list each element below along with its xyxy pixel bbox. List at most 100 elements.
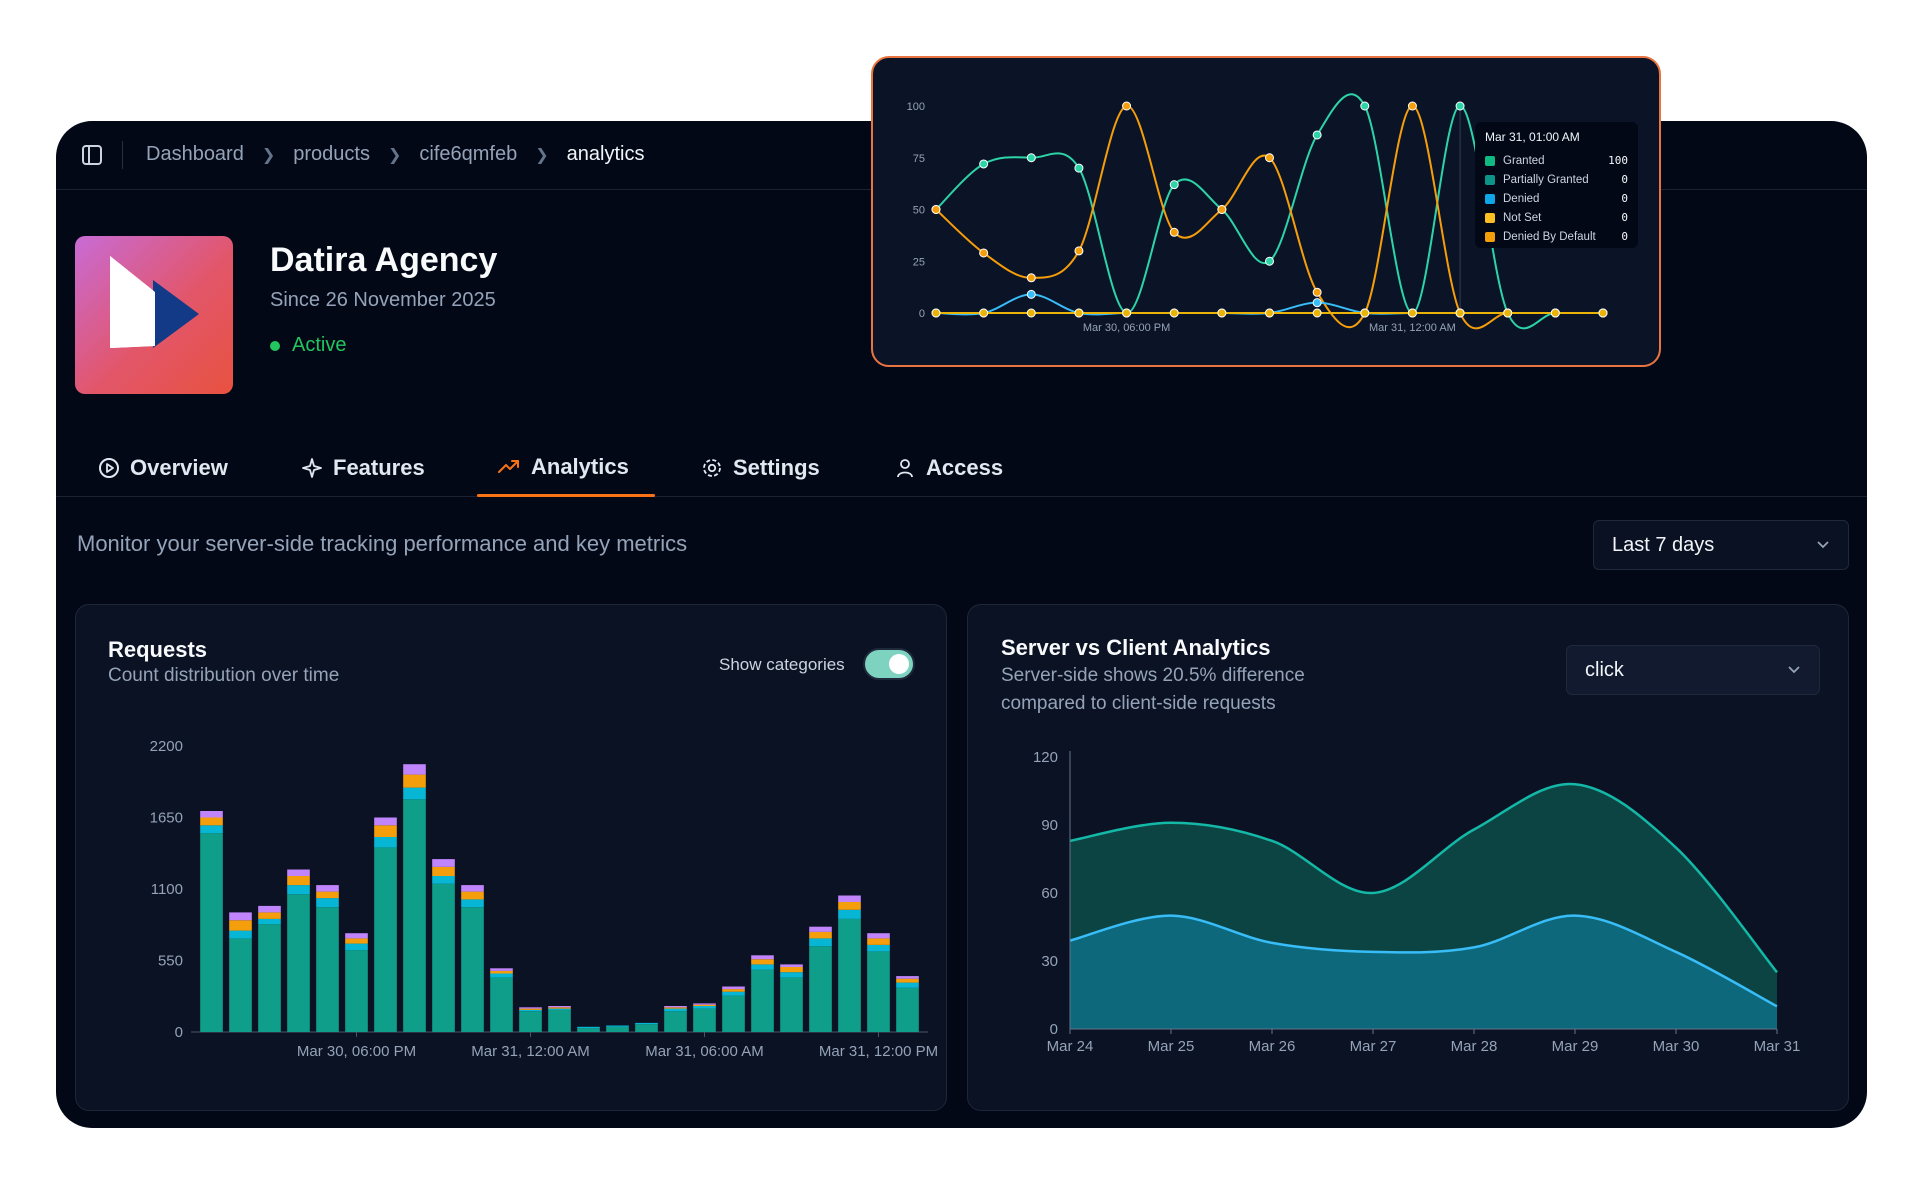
tooltip-row: Denied 0 — [1485, 189, 1628, 208]
tab-access[interactable]: Access — [894, 455, 1003, 481]
tooltip-row: Not Set 0 — [1485, 208, 1628, 227]
requests-card: Requests Count distribution over time Sh… — [75, 604, 947, 1111]
bar-segment — [867, 944, 890, 952]
data-point — [1312, 308, 1322, 318]
bar-segment — [664, 1011, 687, 1032]
bar-segment — [867, 938, 890, 945]
data-point — [1026, 273, 1036, 283]
data-point — [1265, 308, 1274, 318]
bar-segment — [780, 967, 803, 973]
bar-segment — [838, 909, 861, 919]
y-tick-label: 2200 — [150, 738, 183, 755]
legend-swatch — [1485, 231, 1495, 242]
server-client-area-chart: 0 30 60 90 120 Mar 24 Mar 25 Mar 26 Mar 27 Mar 28… — [1033, 749, 1800, 1055]
show-categories-label: Show categories — [719, 655, 845, 674]
series-line — [1069, 914, 1778, 1008]
y-tick-label: 90 — [1041, 817, 1058, 834]
data-point — [1169, 227, 1179, 237]
data-point — [931, 205, 941, 214]
date-range-select[interactable]: Last 7 days — [1593, 520, 1849, 570]
event-select[interactable]: click — [1566, 645, 1820, 695]
status-dot — [270, 340, 280, 351]
x-tick-label: Mar 30, 06:00 PM — [297, 1043, 416, 1060]
x-tick-label: Mar 30, 06:00 PM — [1083, 322, 1170, 334]
bar-segment — [374, 817, 397, 826]
bar-segment — [780, 972, 803, 978]
x-tick-label: Mar 31, 12:00 AM — [471, 1043, 589, 1060]
bar-segment — [432, 876, 455, 884]
bar-segment — [751, 964, 774, 970]
y-tick-label: 0 — [919, 308, 925, 320]
tab-label: Settings — [733, 455, 820, 480]
consent-chart-popover: 0 25 50 75 100 Mar 30, 06:00 PM Mar 31, 12:00 … — [871, 56, 1661, 367]
date-range-value: Last 7 days — [1612, 533, 1715, 556]
tab-bar: Overview Features Analytics Settings Acc… — [56, 451, 1867, 497]
status-badge: Active — [270, 334, 346, 357]
bar-segment — [896, 987, 919, 1032]
y-tick-label: 550 — [158, 953, 183, 970]
tooltip-value: 0 — [1621, 173, 1628, 186]
bar-segment — [519, 1009, 542, 1012]
bar-segment — [722, 986, 745, 990]
bar-segment — [345, 933, 368, 939]
data-point — [1026, 289, 1036, 299]
breadcrumb-current: analytics — [566, 143, 645, 165]
y-tick-label: 120 — [1033, 749, 1058, 766]
data-point — [1169, 308, 1179, 318]
bar-segment — [693, 1008, 716, 1032]
bar-segment — [403, 774, 426, 788]
y-tick-label: 0 — [175, 1024, 183, 1041]
data-point — [1312, 130, 1322, 140]
bar-segment — [461, 885, 484, 892]
data-point — [1407, 101, 1417, 111]
tab-features[interactable]: Features — [301, 455, 425, 481]
requests-bar-chart: 0 550 1100 1650 2200 Mar 30, 06:00 PM Mar 31, … — [150, 738, 938, 1060]
x-tick-label: Mar 24 — [1047, 1038, 1094, 1055]
bar-segment — [229, 938, 252, 1032]
breadcrumb-dashboard[interactable]: Dashboard — [146, 143, 244, 165]
show-categories-toggle[interactable] — [863, 648, 915, 680]
bar-segment — [577, 1028, 600, 1032]
org-name: Datira Agency — [270, 241, 498, 279]
breadcrumb-product-id[interactable]: cife6qmfeb — [419, 143, 518, 165]
data-point — [1217, 308, 1227, 318]
bar-segment — [722, 989, 745, 992]
data-point — [1312, 287, 1322, 297]
legend-swatch — [1485, 155, 1495, 166]
data-point — [979, 159, 989, 169]
bar-segment — [200, 833, 223, 1032]
series-line — [1069, 782, 1778, 974]
bar-segment — [896, 982, 919, 988]
sidebar-toggle-icon[interactable] — [82, 145, 102, 165]
data-point — [1550, 308, 1560, 318]
bar-segment — [374, 825, 397, 837]
bar-segment — [461, 891, 484, 900]
gear-icon — [703, 459, 721, 477]
data-point — [1169, 180, 1179, 190]
bar-segment — [780, 977, 803, 1032]
bar-segment — [751, 955, 774, 960]
bar-segment — [258, 912, 281, 919]
y-tick-label: 60 — [1041, 885, 1058, 902]
tooltip-label: Denied By Default — [1503, 230, 1596, 243]
data-point — [979, 308, 989, 318]
tab-settings[interactable]: Settings — [701, 455, 820, 481]
y-tick-label: 0 — [1050, 1021, 1058, 1038]
bar-segment — [432, 859, 455, 867]
bar-segment — [548, 1007, 571, 1009]
sparkles-icon — [302, 458, 322, 478]
breadcrumb-products[interactable]: products — [293, 143, 370, 165]
x-tick-label: Mar 27 — [1350, 1038, 1397, 1055]
series-line — [935, 104, 1603, 330]
x-tick-label: Mar 26 — [1249, 1038, 1296, 1055]
y-tick-label: 100 — [907, 101, 925, 113]
bar-segment — [200, 811, 223, 818]
bar-segment — [635, 1024, 658, 1032]
data-point — [1455, 101, 1465, 111]
status-text: Active — [292, 334, 347, 356]
org-logo — [75, 236, 233, 394]
tab-overview[interactable]: Overview — [98, 455, 228, 481]
legend-swatch — [1485, 193, 1495, 204]
bar-segment — [490, 977, 513, 1032]
tab-analytics[interactable]: Analytics — [497, 454, 629, 480]
